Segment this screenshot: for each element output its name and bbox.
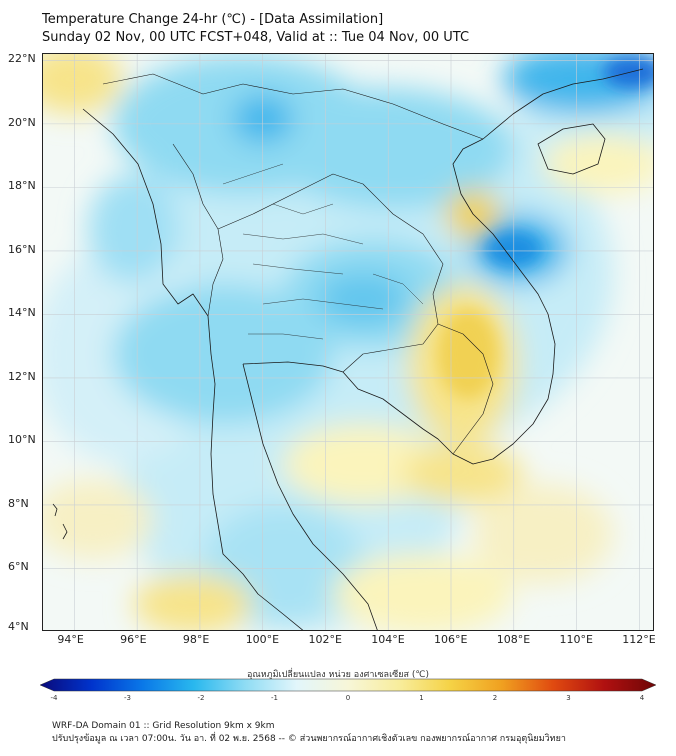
cooling-area [113, 284, 333, 424]
colorbar-tick-label: -1 [271, 694, 278, 702]
warming-area [133, 574, 253, 630]
graticule [43, 54, 653, 630]
coastline-myanmar-west [82, 108, 219, 525]
warming-area [333, 554, 513, 630]
strong-warming-area [438, 309, 498, 399]
hainan-island [537, 123, 606, 175]
map-subtitle: Sunday 02 Nov, 00 UTC FCST+048, Valid at… [42, 30, 470, 45]
colorbar [40, 678, 656, 692]
colorbar-tick-label: -4 [50, 694, 58, 702]
latitude-tick-label: 12°N [8, 369, 36, 383]
coastline-peninsula-east [242, 363, 378, 630]
border-china [102, 73, 484, 140]
longitude-tick-label: 106°E [434, 633, 468, 646]
footer-credit: ปรับปรุงข้อมูล ณ เวลา 07:00น. วัน อา. ที… [52, 734, 566, 744]
warming-area [43, 54, 123, 114]
longitude-tick-label: 102°E [308, 633, 342, 646]
cooling-area [88, 174, 178, 284]
colorbar-title: อุณหภูมิเปลี่ยนแปลง หน่วย องศาเซลเซียส (… [246, 670, 430, 680]
warming-area [473, 484, 613, 584]
longitude-tick-label: 96°E [120, 633, 147, 646]
longitude-tick-label: 112°E [622, 633, 656, 646]
footer-grid-info: WRF-DA Domain 01 :: Grid Resolution 9km … [52, 721, 275, 731]
latitude-tick-label: 16°N [8, 242, 36, 256]
colorbar-tick-label: -3 [124, 694, 131, 702]
latitude-tick-label: 18°N [8, 179, 36, 193]
colorbar-tick-label: 2 [492, 694, 498, 702]
cooling-area [273, 89, 513, 209]
longitude-tick-label: 108°E [496, 633, 531, 646]
temperature-map [42, 53, 654, 631]
strong-cooling-area [233, 95, 293, 143]
temperature-field [43, 54, 653, 630]
longitude-tick-label: 110°E [559, 633, 593, 646]
colorbar-tick-label: 4 [639, 694, 645, 702]
border-laos [217, 173, 444, 295]
strong-cooling-area [485, 231, 541, 267]
latitude-tick-label: 14°N [8, 306, 36, 320]
map-title: Temperature Change 24-hr (℃) - [Data Ass… [42, 12, 384, 27]
latitude-tick-label: 20°N [8, 115, 36, 129]
colorbar-tick-label: 1 [419, 694, 424, 702]
andaman-islands [52, 503, 68, 540]
latitude-tick-label: 6°N [8, 560, 29, 574]
coastline-peninsula-west [217, 523, 304, 630]
colorbar-tick-label: 0 [345, 694, 351, 702]
latitude-tick-label: 4°N [8, 620, 29, 633]
coastlines-and-borders [52, 68, 644, 630]
coastline-gulf-of-tonkin [482, 68, 644, 140]
longitude-tick-label: 100°E [245, 633, 280, 646]
coastline-gulf-of-thailand [242, 361, 454, 455]
border-thailand-cambodia [342, 293, 439, 373]
warming-area [43, 479, 153, 559]
warming-area [283, 424, 443, 504]
province-boundaries [222, 163, 424, 340]
coastline-vietnam-south [452, 138, 556, 465]
longitude-tick-label: 94°E [57, 633, 84, 646]
longitude-tick-label: 98°E [182, 633, 210, 646]
strong-cooling-area [603, 56, 653, 88]
border-cambodia-vietnam [437, 323, 494, 455]
latitude-tick-label: 10°N [8, 433, 36, 447]
strong-cooling-area [318, 273, 408, 325]
latitude-tick-label: 8°N [8, 496, 29, 510]
colorbar-bar [40, 678, 656, 692]
colorbar-tick-label: -2 [197, 694, 205, 702]
longitude-tick-label: 104°E [371, 633, 405, 646]
colorbar-tick-label: 3 [566, 694, 571, 702]
latitude-tick-label: 22°N [8, 52, 36, 66]
